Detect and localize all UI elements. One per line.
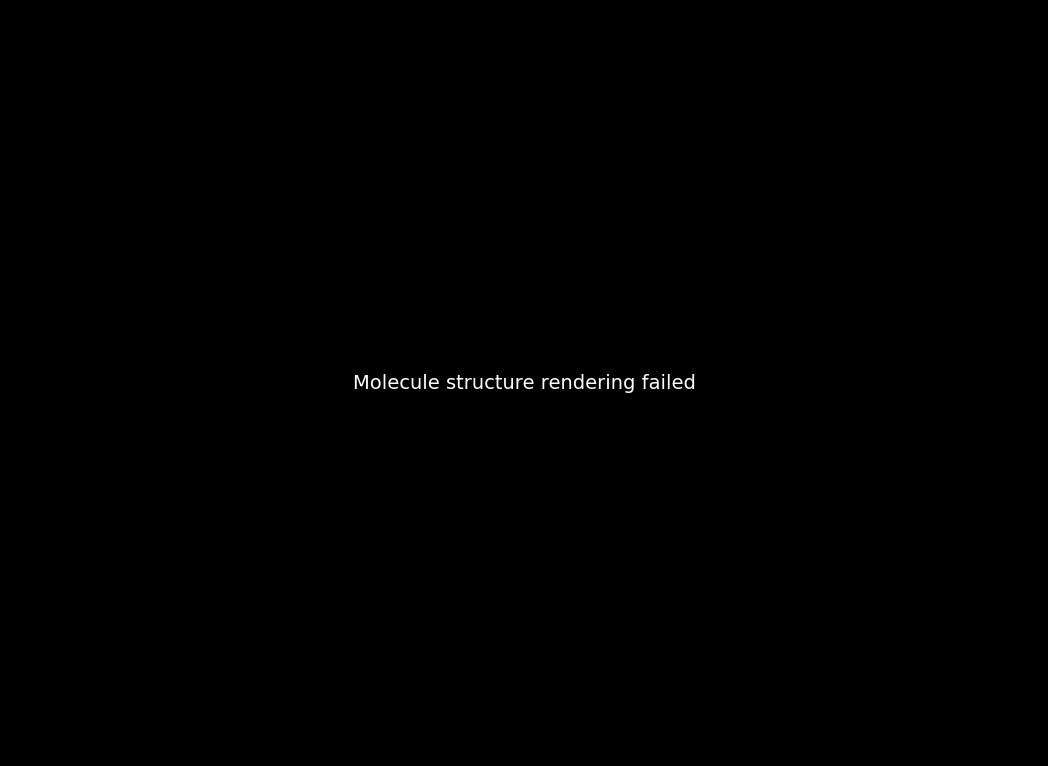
Text: Molecule structure rendering failed: Molecule structure rendering failed	[352, 374, 696, 392]
